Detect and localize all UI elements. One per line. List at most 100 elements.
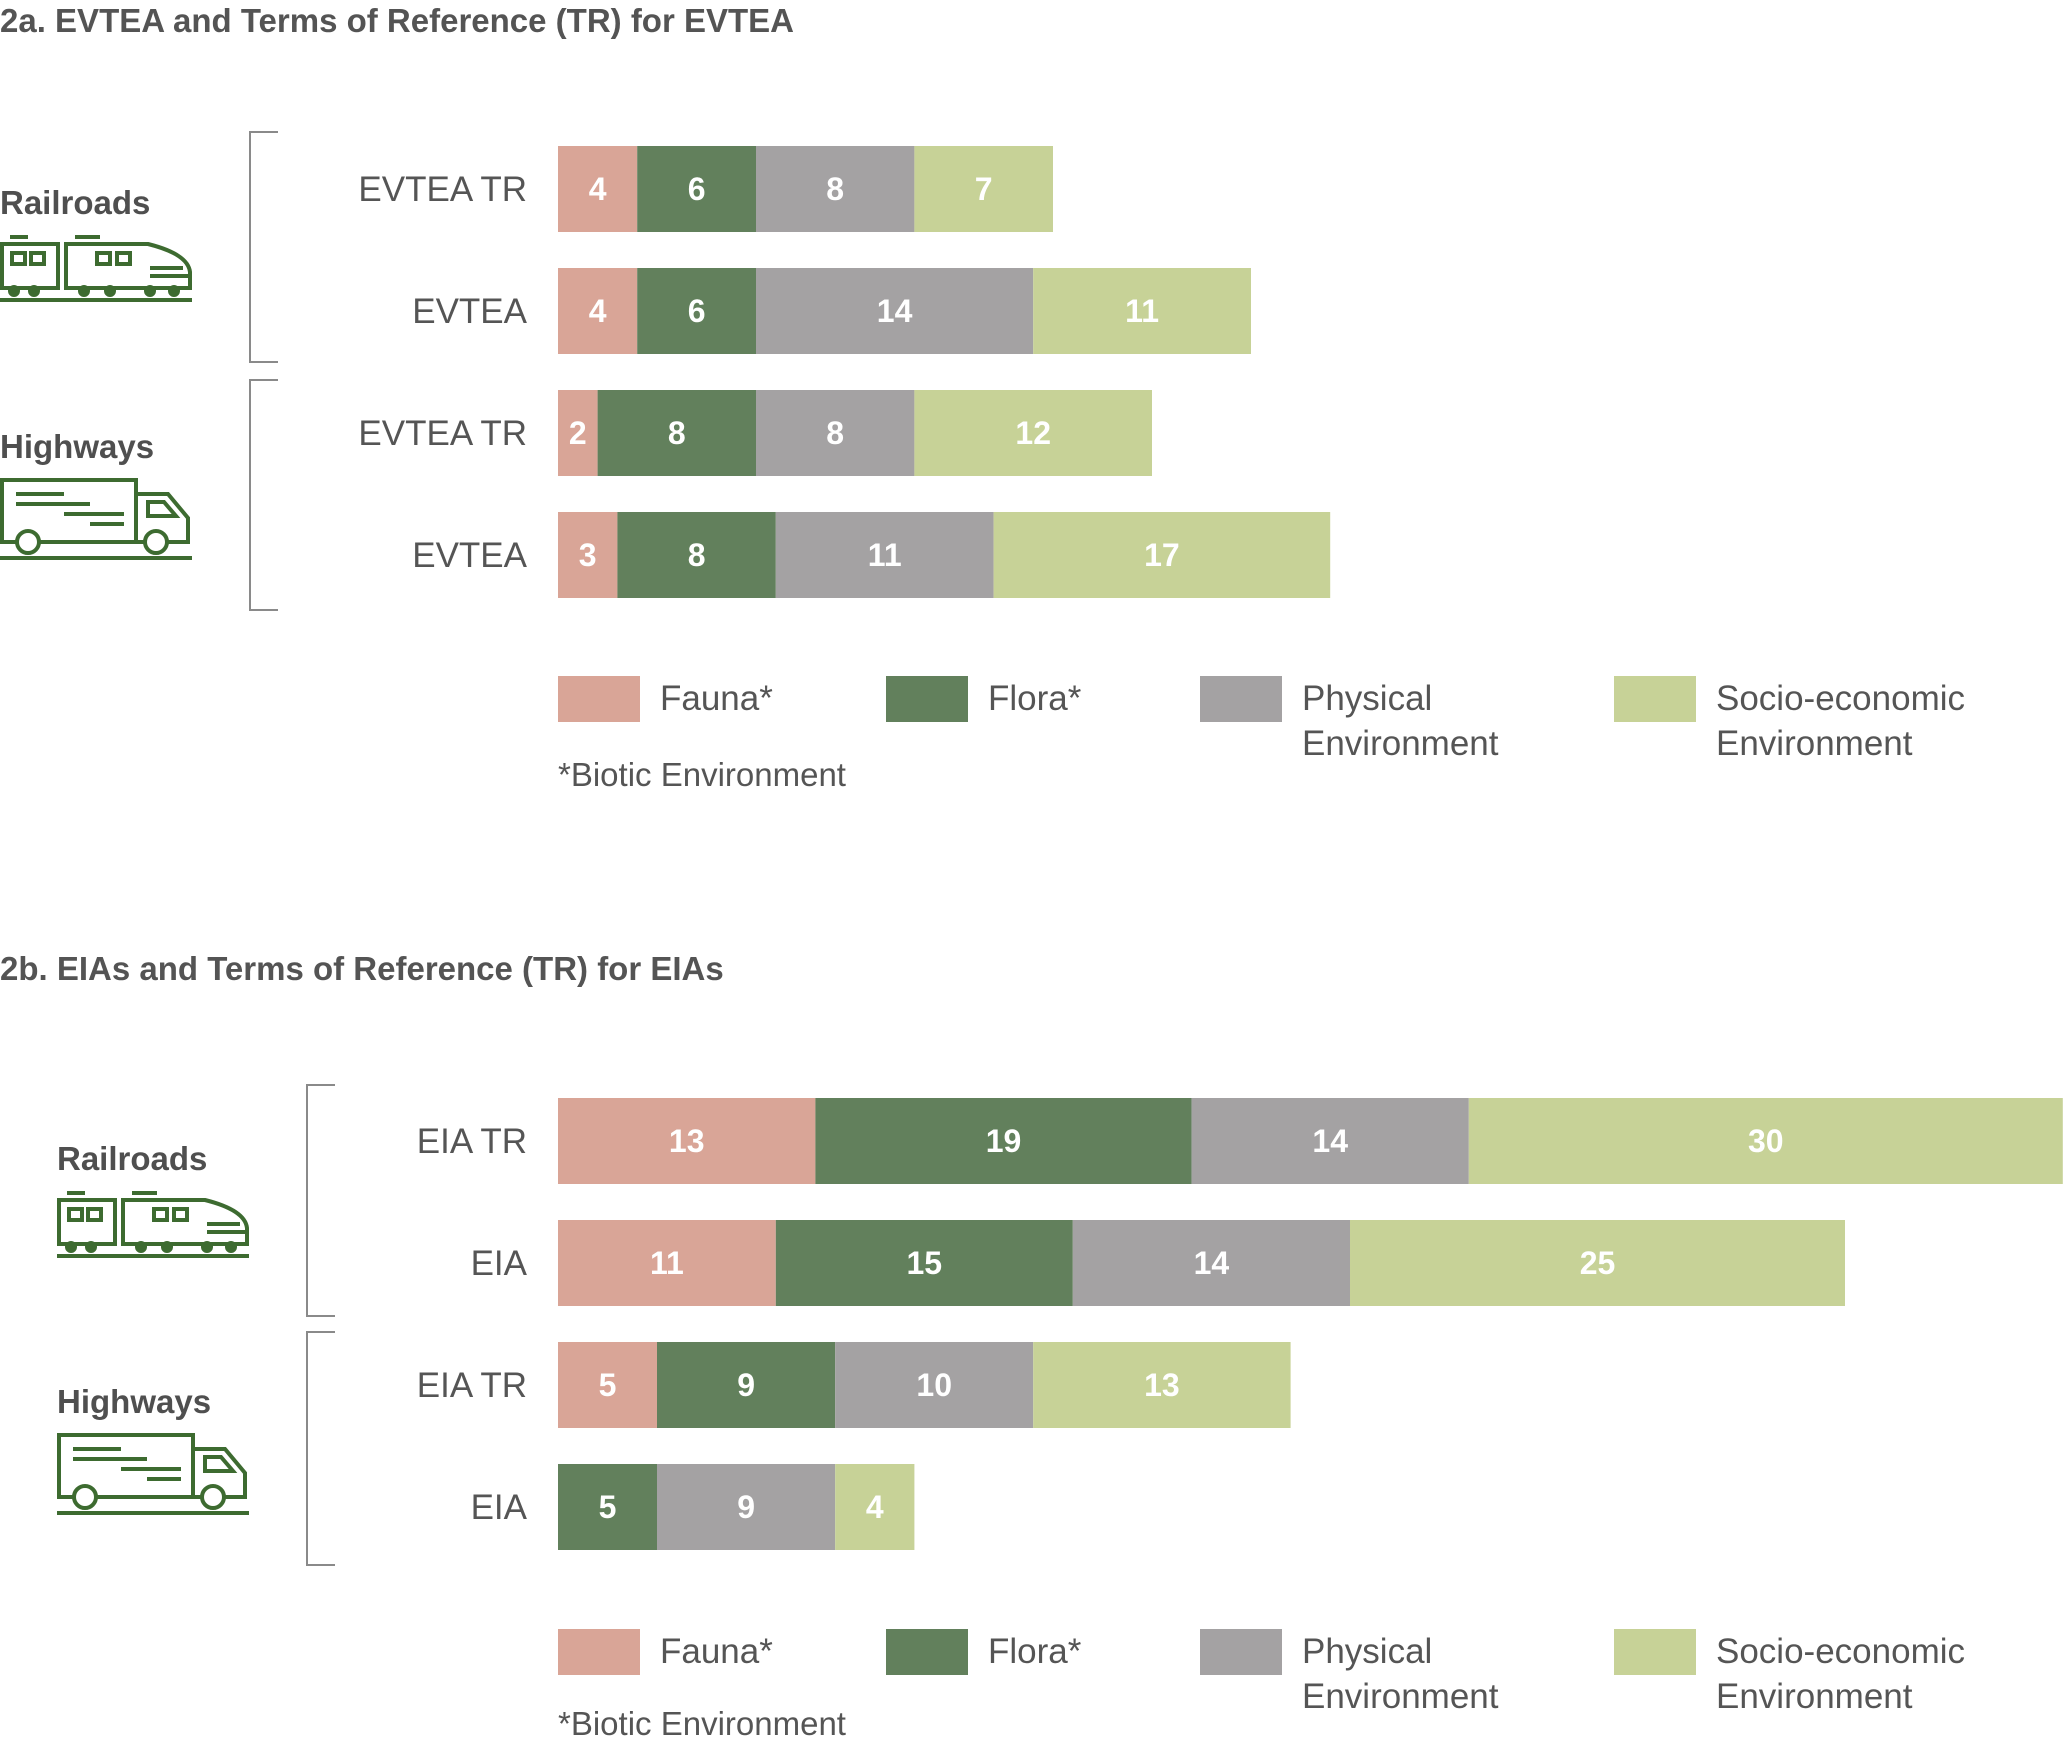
legend-note: *Biotic Environment: [558, 756, 846, 793]
group-label: Railroads: [0, 184, 150, 221]
data-label: 3: [579, 537, 597, 573]
legend-label: Socio-economic: [1716, 679, 1965, 718]
legend-label: Physical: [1302, 1632, 1432, 1671]
bar-segment-socio: [1350, 1220, 1845, 1306]
row-label: EVTEA: [412, 536, 527, 575]
chart-title: 2a. EVTEA and Terms of Reference (TR) fo…: [0, 2, 794, 39]
data-label: 11: [868, 537, 902, 573]
legend-label: Fauna*: [660, 1632, 773, 1671]
legend-swatch-socio: [1614, 1629, 1696, 1675]
data-label: 9: [737, 1367, 755, 1403]
bar-segment-flora: [558, 1464, 657, 1550]
train-icon: [0, 235, 192, 302]
data-label: 11: [1125, 293, 1159, 329]
bar-segment-fauna: [558, 268, 638, 354]
bar-segment-flora: [597, 390, 756, 476]
data-label: 5: [599, 1367, 617, 1403]
bar-segment-fauna: [558, 146, 638, 232]
truck-icon: [0, 478, 192, 560]
row-label: EIA: [471, 1244, 528, 1283]
legend-note: *Biotic Environment: [558, 1705, 846, 1742]
group-bracket: [249, 379, 278, 611]
group-bracket: [306, 1084, 335, 1317]
legend-label: Physical: [1302, 679, 1432, 718]
data-label: 25: [1580, 1245, 1616, 1281]
data-label: 13: [1144, 1367, 1180, 1403]
bar-segment-physical: [756, 390, 915, 476]
bar-segment-physical: [756, 268, 1034, 354]
data-label: 6: [688, 293, 706, 329]
bar-segment-socio: [1033, 268, 1251, 354]
bar-segment-flora: [637, 268, 756, 354]
data-label: 17: [1144, 537, 1180, 573]
legend-label: Flora*: [988, 679, 1082, 718]
row-label: EIA TR: [417, 1366, 527, 1405]
bar-segment-socio: [835, 1464, 915, 1550]
legend-swatch-socio: [1614, 676, 1696, 722]
bar-segment-flora: [637, 146, 756, 232]
legend-label: Flora*: [988, 1632, 1082, 1671]
bar-segment-fauna: [558, 390, 598, 476]
group-bracket: [249, 131, 278, 363]
bar-segment-socio: [993, 512, 1331, 598]
row-label: EVTEA TR: [358, 414, 527, 453]
data-label: 7: [975, 171, 993, 207]
bar-segment-physical: [835, 1342, 1034, 1428]
bar-segment-socio: [914, 390, 1152, 476]
truck-icon: [57, 1433, 249, 1515]
bar-segment-fauna: [558, 1220, 776, 1306]
bar-segment-physical: [775, 512, 994, 598]
legend-swatch-physical: [1200, 676, 1282, 722]
legend-swatch-fauna: [558, 676, 640, 722]
data-label: 8: [826, 415, 844, 451]
data-label: 2: [569, 415, 587, 451]
legend-swatch-flora: [886, 676, 968, 722]
data-label: 11: [650, 1245, 684, 1281]
data-label: 8: [688, 537, 706, 573]
data-label: 14: [877, 293, 913, 329]
data-label: 4: [866, 1489, 884, 1525]
bar-segment-flora: [617, 512, 776, 598]
data-label: 5: [599, 1489, 617, 1525]
legend-swatch-fauna: [558, 1629, 640, 1675]
data-label: 13: [669, 1123, 705, 1159]
data-label: 4: [589, 293, 607, 329]
data-label: 4: [589, 171, 607, 207]
chart-title: 2b. EIAs and Terms of Reference (TR) for…: [0, 950, 724, 987]
data-label: 9: [737, 1489, 755, 1525]
legend-label: Environment: [1302, 1677, 1499, 1716]
row-label: EIA TR: [417, 1122, 527, 1161]
data-label: 19: [986, 1123, 1022, 1159]
bar-segment-socio: [1033, 1342, 1291, 1428]
bar-segment-flora: [775, 1220, 1073, 1306]
legend-label: Environment: [1716, 724, 1913, 763]
bar-segment-physical: [1072, 1220, 1350, 1306]
data-label: 14: [1194, 1245, 1230, 1281]
legend-label: Environment: [1302, 724, 1499, 763]
row-label: EVTEA TR: [358, 170, 527, 209]
bar-segment-physical: [756, 146, 915, 232]
legend-label: Socio-economic: [1716, 1632, 1965, 1671]
legend-label: Environment: [1716, 1677, 1913, 1716]
row-label: EIA: [471, 1488, 528, 1527]
data-label: 12: [1015, 415, 1051, 451]
row-label: EVTEA: [412, 292, 527, 331]
bar-segment-physical: [657, 1464, 836, 1550]
bar-segment-physical: [1191, 1098, 1469, 1184]
bar-segment-flora: [815, 1098, 1192, 1184]
bar-segment-fauna: [558, 1342, 657, 1428]
bar-segment-socio: [914, 146, 1053, 232]
legend-label: Fauna*: [660, 679, 773, 718]
group-bracket: [306, 1331, 335, 1566]
data-label: 30: [1748, 1123, 1784, 1159]
data-label: 8: [668, 415, 686, 451]
group-label: Railroads: [57, 1140, 207, 1177]
bar-segment-fauna: [558, 1098, 816, 1184]
bar-segment-fauna: [558, 512, 618, 598]
bar-segment-socio: [1468, 1098, 2063, 1184]
data-label: 10: [916, 1367, 952, 1403]
group-label: Highways: [57, 1383, 211, 1420]
group-label: Highways: [0, 428, 154, 465]
